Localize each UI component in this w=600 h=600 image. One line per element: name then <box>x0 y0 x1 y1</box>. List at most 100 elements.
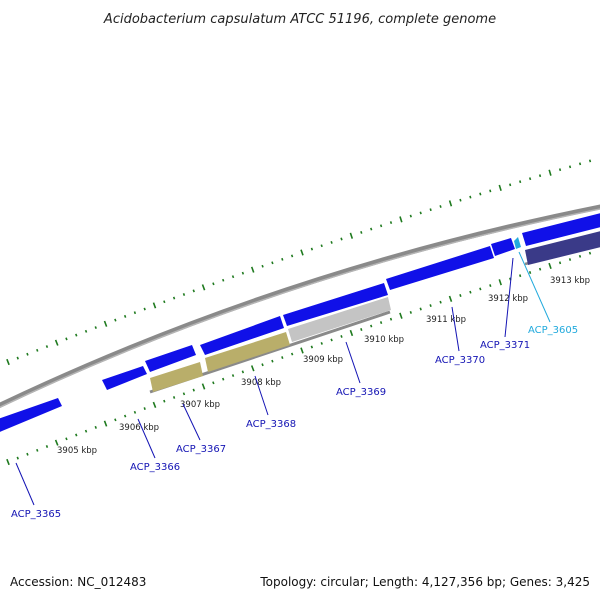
tick-mark <box>300 249 304 256</box>
tick-label: 3912 kbp <box>488 294 528 304</box>
tick-mark <box>65 337 68 341</box>
tick-mark <box>300 347 304 354</box>
tick-mark <box>201 284 206 291</box>
tick-mark <box>45 445 49 448</box>
gene-arrow-3369[interactable] <box>283 283 388 326</box>
gene-arrow-3365[interactable] <box>0 398 62 434</box>
tick-mark <box>538 174 542 178</box>
tick-mark <box>271 359 274 363</box>
gene-arrow-3366[interactable] <box>102 366 147 390</box>
tick-label: 3908 kbp <box>241 378 281 388</box>
tick-mark <box>459 198 462 202</box>
tick-mark <box>152 302 157 309</box>
tick-mark <box>419 211 422 215</box>
tick-mark <box>548 262 552 270</box>
tick-mark <box>133 410 137 414</box>
tick-mark <box>558 168 562 172</box>
tick-mark <box>84 329 88 333</box>
tick-mark <box>330 338 333 342</box>
tick-labels: 3905 kbp 3906 kbp 3907 kbp 3908 kbp 3909… <box>57 276 590 456</box>
tick-label: 3909 kbp <box>303 355 343 365</box>
tick-mark <box>389 221 393 225</box>
gene-label[interactable]: ACP_3369 <box>336 387 386 398</box>
tick-mark <box>310 247 314 251</box>
tick-mark <box>519 274 522 278</box>
tick-mark <box>409 214 412 218</box>
backbone-outer <box>0 204 600 409</box>
tick-mark <box>103 320 108 327</box>
gene-arrow-3367[interactable] <box>145 345 196 372</box>
tick-mark <box>133 311 137 315</box>
tick-mark <box>419 307 422 311</box>
tick-mark <box>103 420 108 427</box>
tick-mark <box>469 290 472 294</box>
tick-mark <box>519 180 522 184</box>
leader-lines <box>15 251 551 506</box>
tick-label: 3906 kbp <box>119 423 159 433</box>
tick-mark <box>143 307 146 311</box>
tick-mark <box>479 287 482 291</box>
tick-mark <box>16 456 19 460</box>
tick-mark <box>349 329 354 337</box>
tick-mark <box>123 314 127 318</box>
gene-arrow-3605[interactable] <box>514 237 521 249</box>
feature-tan-1[interactable] <box>150 362 203 392</box>
tick-mark <box>143 407 146 411</box>
gene-arrow-right[interactable] <box>522 212 600 246</box>
tick-label: 3907 kbp <box>180 400 220 410</box>
tick-mark <box>163 399 166 403</box>
tick-mark <box>26 452 29 456</box>
gene-labels: ACP_3365 ACP_3366 ACP_3367 ACP_3368 ACP_… <box>11 325 578 520</box>
tick-mark <box>281 356 284 360</box>
accession-text: Accession: NC_012483 <box>10 575 146 589</box>
backbone-inner-shade <box>0 208 600 409</box>
gene-arrow-3371[interactable] <box>491 238 515 256</box>
tick-mark <box>370 324 373 328</box>
tick-mark <box>36 448 39 452</box>
tick-mark <box>459 294 462 297</box>
tick-mark <box>84 429 88 433</box>
tick-mark <box>201 383 206 390</box>
tick-mark <box>498 184 502 191</box>
gene-label[interactable]: ACP_3371 <box>480 340 530 351</box>
tick-mark <box>123 414 127 418</box>
tick-mark <box>222 377 225 381</box>
feature-gray[interactable] <box>288 297 391 342</box>
tick-mark <box>360 230 363 234</box>
tick-mark <box>558 261 562 265</box>
gene-label[interactable]: ACP_3365 <box>11 509 61 520</box>
outer-tick-ring <box>6 159 592 366</box>
gene-label[interactable]: ACP_3368 <box>246 419 296 430</box>
tick-mark <box>568 258 572 261</box>
gene-label[interactable]: ACP_3367 <box>176 444 226 455</box>
gene-arrow-3368[interactable] <box>200 316 284 355</box>
tick-mark <box>281 257 284 261</box>
gene-label[interactable]: ACP_3366 <box>130 462 180 473</box>
tick-mark <box>114 418 117 422</box>
tick-mark <box>340 335 343 338</box>
feature-tan-2[interactable] <box>205 332 290 372</box>
tick-mark <box>448 200 453 207</box>
tick-mark <box>94 326 97 329</box>
tick-mark <box>330 240 333 244</box>
gene-reverse-right[interactable] <box>525 230 600 265</box>
tick-mark <box>509 183 512 187</box>
tick-mark <box>290 254 294 258</box>
gene-label[interactable]: ACP_3605 <box>528 325 578 336</box>
gene-label[interactable]: ACP_3370 <box>435 355 485 366</box>
tick-mark <box>261 264 264 268</box>
tick-mark <box>439 300 442 304</box>
tick-label: 3905 kbp <box>57 446 97 456</box>
tick-mark <box>212 282 215 286</box>
tick-mark <box>399 216 403 223</box>
leader-line <box>137 418 156 459</box>
tick-mark <box>340 237 343 241</box>
tick-mark <box>172 396 176 399</box>
tick-mark <box>192 388 195 392</box>
tick-mark <box>379 224 383 228</box>
tick-mark <box>261 363 264 367</box>
gene-arrow-3370[interactable] <box>386 246 494 290</box>
tick-mark <box>429 208 432 212</box>
tick-mark <box>349 232 354 239</box>
